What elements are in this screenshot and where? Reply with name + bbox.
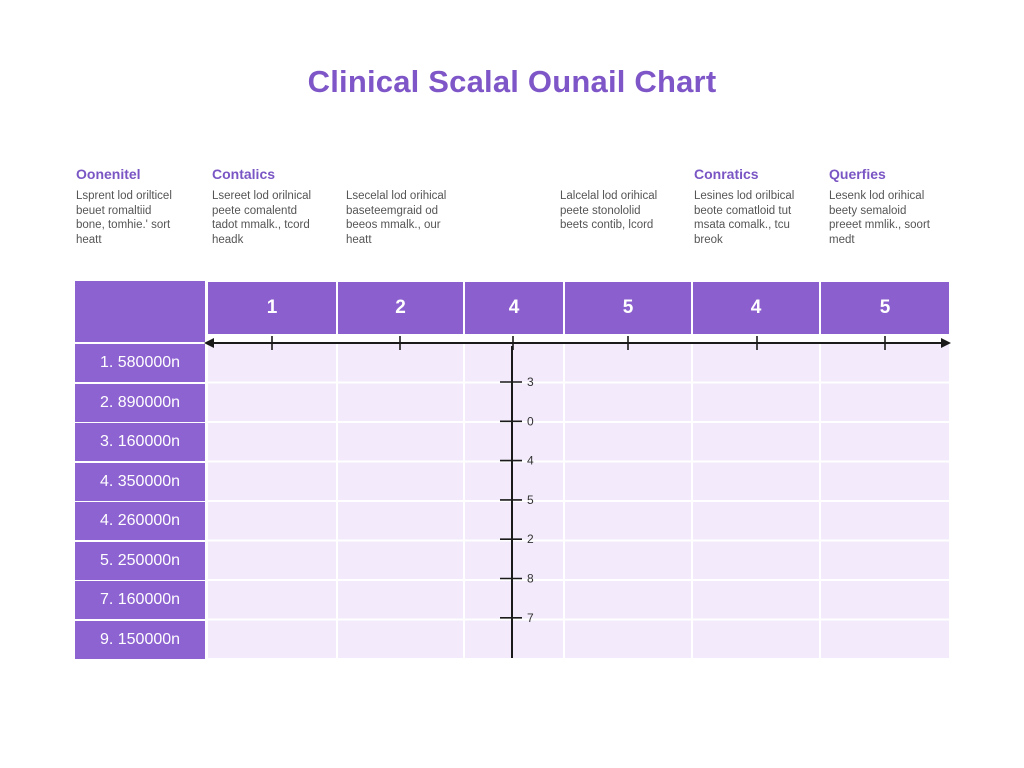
- description-heading: Contalics: [212, 166, 276, 182]
- row-label: 1. 580000n: [75, 344, 205, 382]
- description-heading: Querfies: [829, 166, 886, 182]
- description-text: Lsecelal lod orihical baseteemgraid od b…: [346, 190, 447, 246]
- column-header: 1: [208, 282, 336, 334]
- vertical-axis-tick-label: 0: [527, 414, 534, 428]
- description-text: Lesenk lod orihical beety semaloid preee…: [829, 190, 930, 246]
- row-label: 4. 260000n: [75, 502, 205, 540]
- column-header: 5: [821, 282, 949, 334]
- description-heading: Oonenitel: [76, 166, 141, 182]
- axis-arrow-left: [204, 338, 214, 348]
- description-column-3: Lsecelal lod orihical baseteemgraid od b…: [346, 166, 474, 247]
- row-label: 5. 250000n: [75, 541, 205, 580]
- chart-title: Clinical Scalal Ounail Chart: [307, 64, 717, 99]
- vertical-axis-tick-label: 7: [527, 611, 534, 625]
- description-text: Lsprent lod orilticel beuet romaltiid bo…: [76, 190, 172, 246]
- column-header: 5: [565, 282, 691, 334]
- description-column-6: Querfies Lesenk lod orihical beety semal…: [829, 166, 957, 247]
- vertical-axis-tick-label: 2: [527, 532, 534, 546]
- vertical-axis-tick-label: 3: [527, 375, 534, 389]
- row-label: 4. 350000n: [75, 462, 205, 501]
- description-text: Lalcelal lod orihical peete stonololid b…: [560, 190, 658, 231]
- description-column-4: Lalcelal lod orihical peete stonololid b…: [560, 166, 688, 233]
- description-heading: Conratics: [694, 166, 759, 182]
- axis-arrow-right: [941, 338, 951, 348]
- column-header: 2: [338, 282, 463, 334]
- column-header: 4: [693, 282, 819, 334]
- row-label: 9. 150000n: [75, 620, 205, 659]
- vertical-axis-tick-label: 4: [527, 454, 534, 468]
- row-label: 3. 160000n: [75, 423, 205, 461]
- description-text: Lesines lod orilbical beote comatloid tu…: [694, 190, 795, 246]
- description-text: Lsereet lod orilnical peete comalentd ta…: [212, 190, 312, 246]
- row-label: 2. 890000n: [75, 383, 205, 422]
- column-header: 4: [465, 282, 563, 334]
- row-label: 7. 160000n: [75, 581, 205, 619]
- header-corner-cell: [75, 281, 205, 342]
- vertical-axis-tick-label: 8: [527, 572, 534, 586]
- description-column-1: Oonenitel Lsprent lod orilticel beuet ro…: [76, 166, 204, 247]
- vertical-axis-tick-label: 5: [527, 493, 534, 507]
- description-column-5: Conratics Lesines lod orilbical beote co…: [694, 166, 822, 247]
- description-column-2: Contalics Lsereet lod orilnical peete co…: [212, 166, 340, 247]
